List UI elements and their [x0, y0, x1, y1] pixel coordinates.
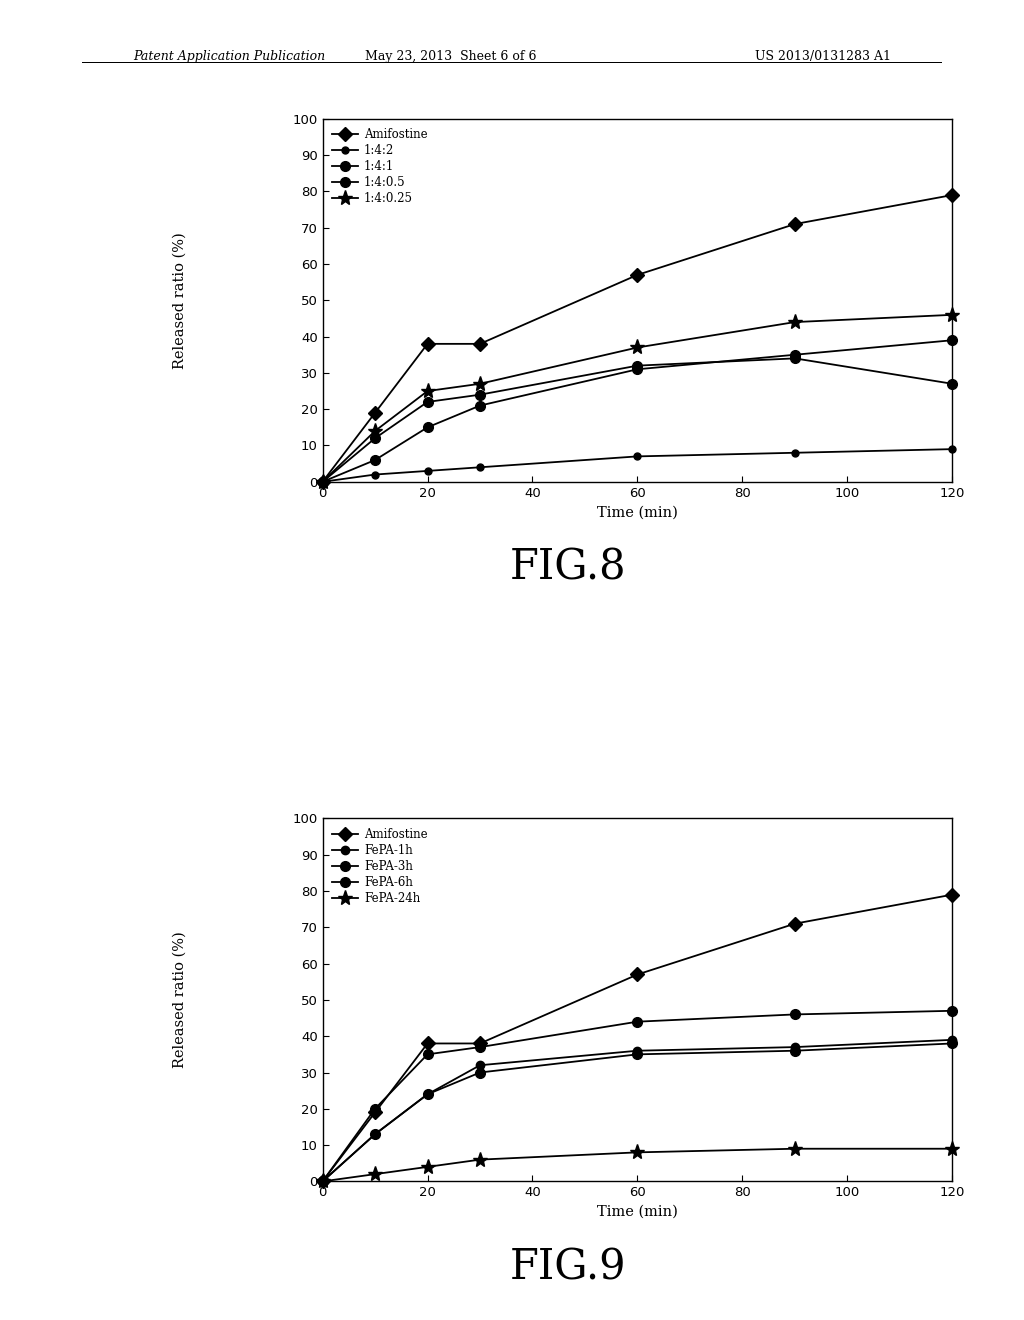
1:4:2: [788, 445, 801, 461]
Line: 1:4:0.5: 1:4:0.5: [317, 354, 957, 487]
FePA-24h: [316, 1173, 329, 1189]
Text: FIG.8: FIG.8: [510, 546, 627, 589]
Line: FePA-24h: FePA-24h: [315, 1140, 959, 1189]
Legend: Amifostine, 1:4:2, 1:4:1, 1:4:0.5, 1:4:0.25: Amifostine, 1:4:2, 1:4:1, 1:4:0.5, 1:4:0…: [328, 124, 432, 210]
Amifostine: [788, 916, 801, 932]
Amifostine: [369, 1105, 381, 1121]
FePA-6h: [474, 1064, 486, 1080]
Legend: Amifostine, FePA-1h, FePA-3h, FePA-6h, FePA-24h: Amifostine, FePA-1h, FePA-3h, FePA-6h, F…: [328, 824, 432, 909]
Line: 1:4:0.25: 1:4:0.25: [315, 308, 959, 490]
1:4:0.25: [474, 376, 486, 392]
Text: Released ratio (%): Released ratio (%): [172, 232, 186, 368]
Line: Amifostine: Amifostine: [317, 890, 957, 1187]
FePA-6h: [946, 1035, 958, 1051]
1:4:1: [788, 347, 801, 363]
Amifostine: [788, 216, 801, 232]
FePA-1h: [369, 1126, 381, 1142]
FePA-24h: [474, 1151, 486, 1168]
1:4:0.5: [946, 376, 958, 392]
FePA-6h: [422, 1086, 434, 1102]
1:4:1: [422, 420, 434, 436]
1:4:0.25: [316, 474, 329, 490]
Amifostine: [474, 1035, 486, 1051]
FePA-6h: [369, 1126, 381, 1142]
FePA-24h: [946, 1140, 958, 1156]
Line: FePA-3h: FePA-3h: [317, 1006, 957, 1187]
FePA-1h: [474, 1057, 486, 1073]
Text: US 2013/0131283 A1: US 2013/0131283 A1: [755, 50, 891, 63]
1:4:1: [316, 474, 329, 490]
Line: 1:4:1: 1:4:1: [317, 335, 957, 487]
1:4:0.25: [946, 306, 958, 322]
1:4:0.25: [631, 339, 644, 355]
FePA-24h: [369, 1167, 381, 1183]
1:4:2: [946, 441, 958, 457]
1:4:0.5: [788, 350, 801, 366]
FePA-1h: [316, 1173, 329, 1189]
Amifostine: [422, 1035, 434, 1051]
1:4:2: [631, 449, 644, 465]
1:4:0.25: [422, 383, 434, 399]
1:4:2: [316, 474, 329, 490]
1:4:1: [474, 397, 486, 413]
Text: Released ratio (%): Released ratio (%): [172, 932, 186, 1068]
FePA-3h: [422, 1047, 434, 1063]
Text: Patent Application Publication: Patent Application Publication: [133, 50, 326, 63]
1:4:0.5: [369, 430, 381, 446]
FePA-24h: [422, 1159, 434, 1175]
1:4:0.5: [316, 474, 329, 490]
1:4:0.5: [422, 393, 434, 409]
Line: FePA-6h: FePA-6h: [317, 1039, 957, 1187]
1:4:0.25: [369, 422, 381, 438]
Amifostine: [316, 1173, 329, 1189]
1:4:0.25: [788, 314, 801, 330]
Amifostine: [946, 887, 958, 903]
Amifostine: [422, 335, 434, 351]
Amifostine: [631, 966, 644, 982]
FePA-3h: [946, 1003, 958, 1019]
FePA-3h: [316, 1173, 329, 1189]
FePA-3h: [631, 1014, 644, 1030]
Amifostine: [474, 335, 486, 351]
1:4:2: [369, 466, 381, 482]
X-axis label: Time (min): Time (min): [597, 1205, 678, 1218]
1:4:0.5: [631, 358, 644, 374]
Line: 1:4:2: 1:4:2: [319, 446, 955, 486]
FePA-1h: [946, 1032, 958, 1048]
1:4:2: [474, 459, 486, 475]
Text: FIG.9: FIG.9: [510, 1246, 627, 1288]
1:4:0.5: [474, 387, 486, 403]
FePA-6h: [316, 1173, 329, 1189]
Amifostine: [631, 267, 644, 282]
Text: May 23, 2013  Sheet 6 of 6: May 23, 2013 Sheet 6 of 6: [365, 50, 537, 63]
FePA-1h: [422, 1086, 434, 1102]
1:4:1: [369, 451, 381, 469]
FePA-3h: [369, 1101, 381, 1117]
X-axis label: Time (min): Time (min): [597, 506, 678, 519]
FePA-6h: [788, 1043, 801, 1059]
FePA-24h: [788, 1140, 801, 1156]
Line: FePA-1h: FePA-1h: [318, 1036, 956, 1185]
Line: Amifostine: Amifostine: [317, 190, 957, 487]
1:4:2: [422, 463, 434, 479]
Amifostine: [946, 187, 958, 203]
Amifostine: [369, 405, 381, 421]
1:4:1: [631, 362, 644, 378]
Amifostine: [316, 474, 329, 490]
FePA-6h: [631, 1047, 644, 1063]
FePA-24h: [631, 1144, 644, 1160]
FePA-1h: [631, 1043, 644, 1059]
FePA-3h: [474, 1039, 486, 1055]
1:4:1: [946, 333, 958, 348]
FePA-3h: [788, 1006, 801, 1022]
FePA-1h: [788, 1039, 801, 1055]
